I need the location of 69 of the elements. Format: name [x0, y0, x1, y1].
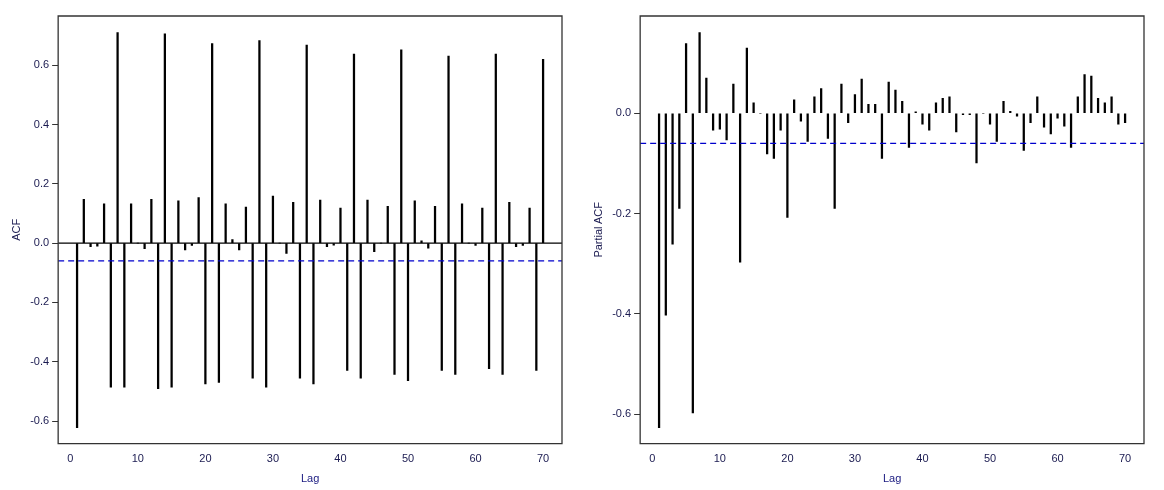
bar — [921, 113, 924, 125]
x-tick-label: 0 — [67, 452, 74, 465]
bar — [955, 113, 958, 133]
bar — [718, 113, 721, 130]
y-tick-label: -0.4 — [30, 354, 50, 367]
bar — [671, 113, 674, 245]
bar — [948, 96, 951, 114]
bar — [786, 113, 789, 218]
bar — [894, 89, 897, 114]
bar — [867, 103, 870, 114]
bar — [934, 102, 938, 114]
bar — [907, 113, 911, 148]
x-tick-label: 60 — [1051, 452, 1064, 465]
bar — [1110, 96, 1113, 114]
bar — [813, 96, 816, 114]
bar — [799, 113, 803, 122]
x-tick-label: 40 — [334, 452, 347, 465]
bar — [711, 113, 715, 131]
bar — [1103, 102, 1106, 114]
x-axis-title: Lag — [882, 472, 902, 485]
y-tick-label: 0.4 — [33, 117, 50, 130]
bar — [1117, 113, 1120, 125]
bar — [1042, 113, 1046, 128]
bar — [853, 94, 857, 114]
bar — [1029, 113, 1032, 124]
bar — [1015, 113, 1019, 117]
x-tick-label: 70 — [1118, 452, 1132, 465]
bar — [1063, 113, 1066, 127]
y-tick-label: 0.0 — [33, 236, 50, 249]
x-tick-label: 20 — [199, 452, 212, 465]
bar — [1002, 100, 1005, 114]
x-tick-label: 10 — [713, 452, 726, 465]
y-tick-label: 0.6 — [33, 58, 50, 71]
bar — [840, 83, 843, 114]
bar — [779, 113, 782, 131]
x-tick-label: 70 — [536, 452, 550, 465]
x-tick-label: 50 — [983, 452, 997, 465]
bar — [928, 113, 931, 131]
y-tick-label: 0.2 — [33, 176, 50, 189]
y-tick-label: -0.6 — [612, 407, 632, 420]
x-tick-label: 20 — [781, 452, 794, 465]
x-tick-label: 40 — [916, 452, 929, 465]
y-tick-label: -0.2 — [612, 206, 632, 219]
x-tick-label: 30 — [848, 452, 862, 465]
bar — [752, 102, 755, 114]
bar — [988, 113, 992, 125]
bar — [975, 113, 978, 164]
bar — [1123, 113, 1127, 124]
x-tick-label: 30 — [266, 452, 280, 465]
x-tick-label: 0 — [649, 452, 656, 465]
bar — [725, 113, 728, 141]
y-axis-title: ACF — [9, 218, 22, 241]
x-tick-label: 60 — [469, 452, 482, 465]
bar — [793, 99, 796, 114]
x-tick-label: 50 — [401, 452, 415, 465]
bar — [1083, 74, 1086, 114]
bar — [806, 113, 809, 142]
bar — [1056, 113, 1059, 119]
bar — [826, 113, 830, 139]
y-axis-title: Partial ACF — [591, 201, 604, 258]
y-tick-label: 0.0 — [615, 106, 632, 119]
y-tick-label: -0.6 — [30, 414, 50, 427]
x-axis-title: Lag — [300, 472, 320, 485]
y-tick-label: -0.2 — [30, 295, 50, 308]
bar — [847, 113, 850, 124]
x-tick-label: 10 — [131, 452, 144, 465]
bar — [698, 32, 701, 114]
y-tick-label: -0.4 — [612, 306, 632, 319]
bar — [995, 113, 998, 142]
